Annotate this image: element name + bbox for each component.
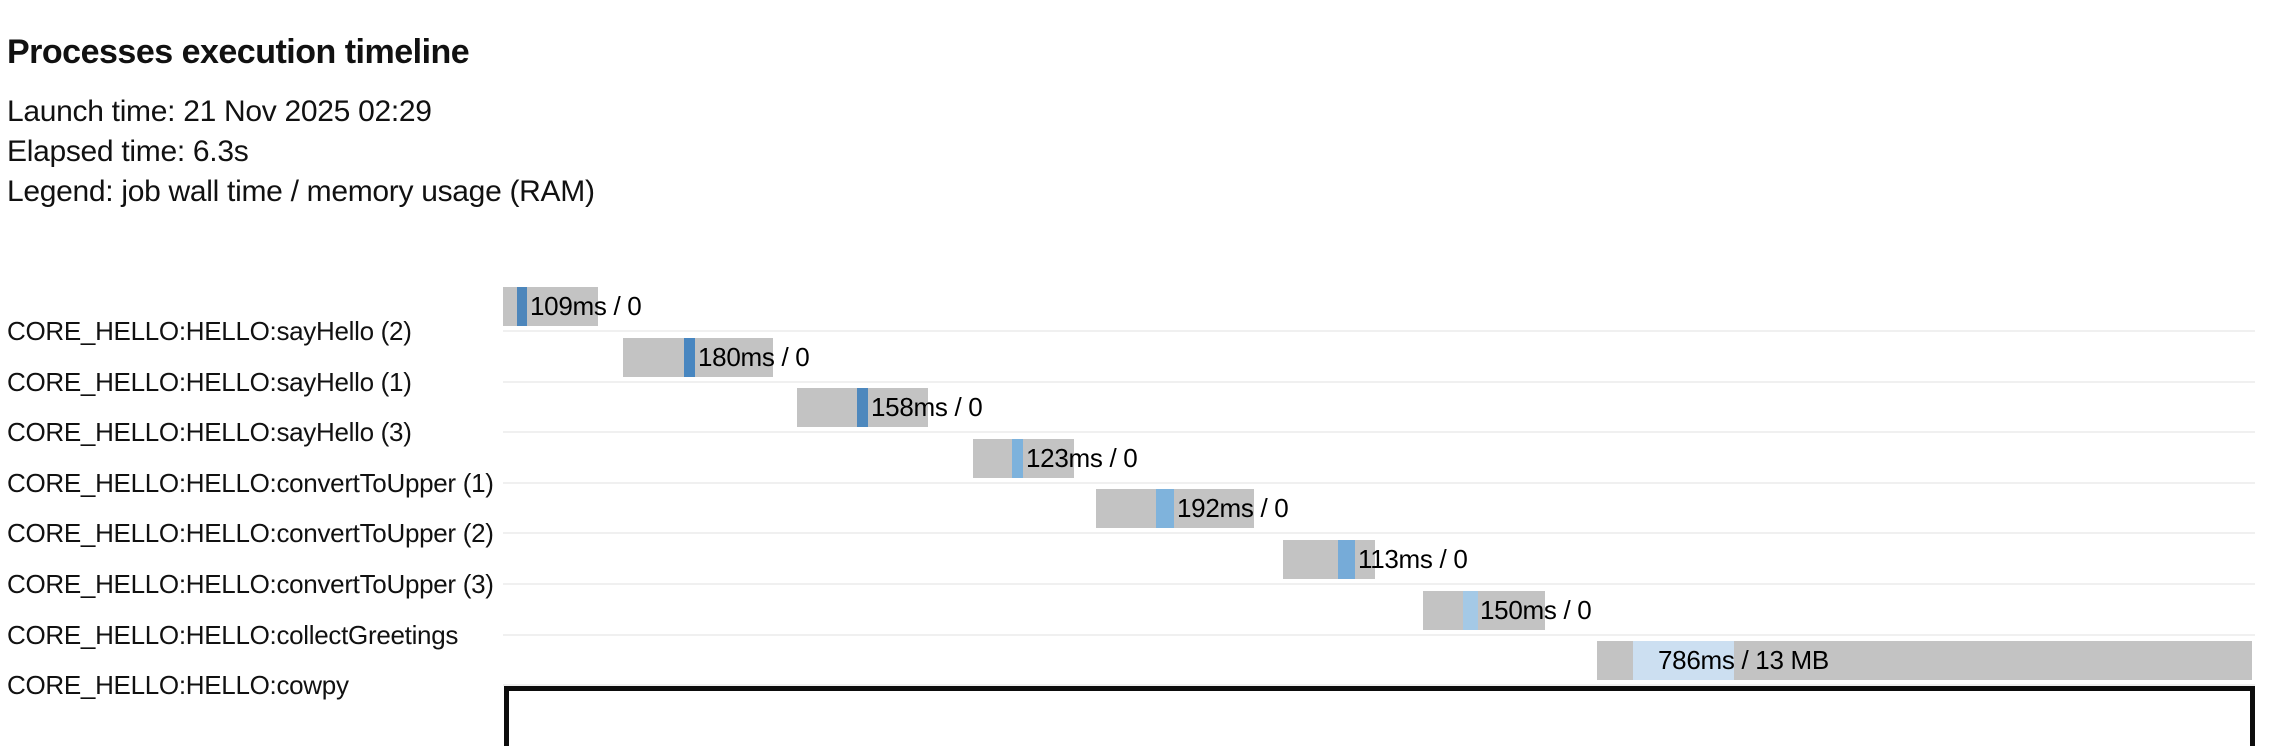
- row-gridline: [503, 684, 2255, 686]
- row-gridline: [503, 583, 2255, 585]
- process-label: CORE_HELLO:HELLO:convertToUpper (1): [7, 468, 494, 498]
- bar-value-label: 192ms / 0: [1177, 493, 1289, 523]
- axis-box: [504, 686, 2255, 746]
- bar-value-label: 123ms / 0: [1026, 443, 1138, 473]
- row-gridline: [503, 330, 2255, 332]
- bar-value-label: 150ms / 0: [1480, 595, 1592, 625]
- bar-value-label: 109ms / 0: [530, 291, 642, 321]
- run-time-segment: [857, 388, 868, 427]
- process-label: CORE_HELLO:HELLO:sayHello (1): [7, 367, 412, 397]
- row-gridline: [503, 431, 2255, 433]
- process-label: CORE_HELLO:HELLO:cowpy: [7, 670, 349, 700]
- wall-time-bar: [973, 439, 1074, 478]
- process-label: CORE_HELLO:HELLO:convertToUpper (3): [7, 569, 494, 599]
- run-time-segment: [1012, 439, 1023, 478]
- bar-value-label: 180ms / 0: [698, 342, 810, 372]
- run-time-segment: [1633, 641, 1734, 680]
- bar-value-label: 786ms / 13 MB: [1658, 645, 1829, 675]
- timeline-chart: CORE_HELLO:HELLO:sayHello (2) 109ms / 0 CO…: [7, 287, 2255, 746]
- launch-time-text: Launch time: 21 Nov 2025 02:29: [7, 95, 432, 128]
- run-time-segment: [1156, 489, 1174, 528]
- wall-time-bar: [623, 338, 773, 377]
- wall-time-bar: [1096, 489, 1254, 528]
- run-time-segment: [684, 338, 695, 377]
- row-gridline: [503, 482, 2255, 484]
- process-label: CORE_HELLO:HELLO:collectGreetings: [7, 620, 459, 650]
- row-gridline: [503, 532, 2255, 534]
- row-gridline: [503, 634, 2255, 636]
- page-title: Processes execution timeline: [7, 32, 470, 71]
- process-label: CORE_HELLO:HELLO:sayHello (3): [7, 417, 412, 447]
- report-meta: Launch time: 21 Nov 2025 02:29 Elapsed t…: [7, 92, 595, 212]
- legend-text: Legend: job wall time / memory usage (RA…: [7, 175, 595, 208]
- run-time-segment: [517, 287, 527, 326]
- wall-time-bar: [1423, 591, 1545, 630]
- process-label: CORE_HELLO:HELLO:convertToUpper (2): [7, 518, 494, 548]
- process-label: CORE_HELLO:HELLO:sayHello (2): [7, 316, 412, 346]
- run-time-segment: [1338, 540, 1355, 579]
- bar-value-label: 113ms / 0: [1358, 544, 1468, 574]
- row-gridline: [503, 381, 2255, 383]
- wall-time-bar: [1283, 540, 1375, 579]
- bar-value-label: 158ms / 0: [871, 392, 983, 422]
- run-time-segment: [1463, 591, 1478, 630]
- elapsed-time-text: Elapsed time: 6.3s: [7, 135, 249, 168]
